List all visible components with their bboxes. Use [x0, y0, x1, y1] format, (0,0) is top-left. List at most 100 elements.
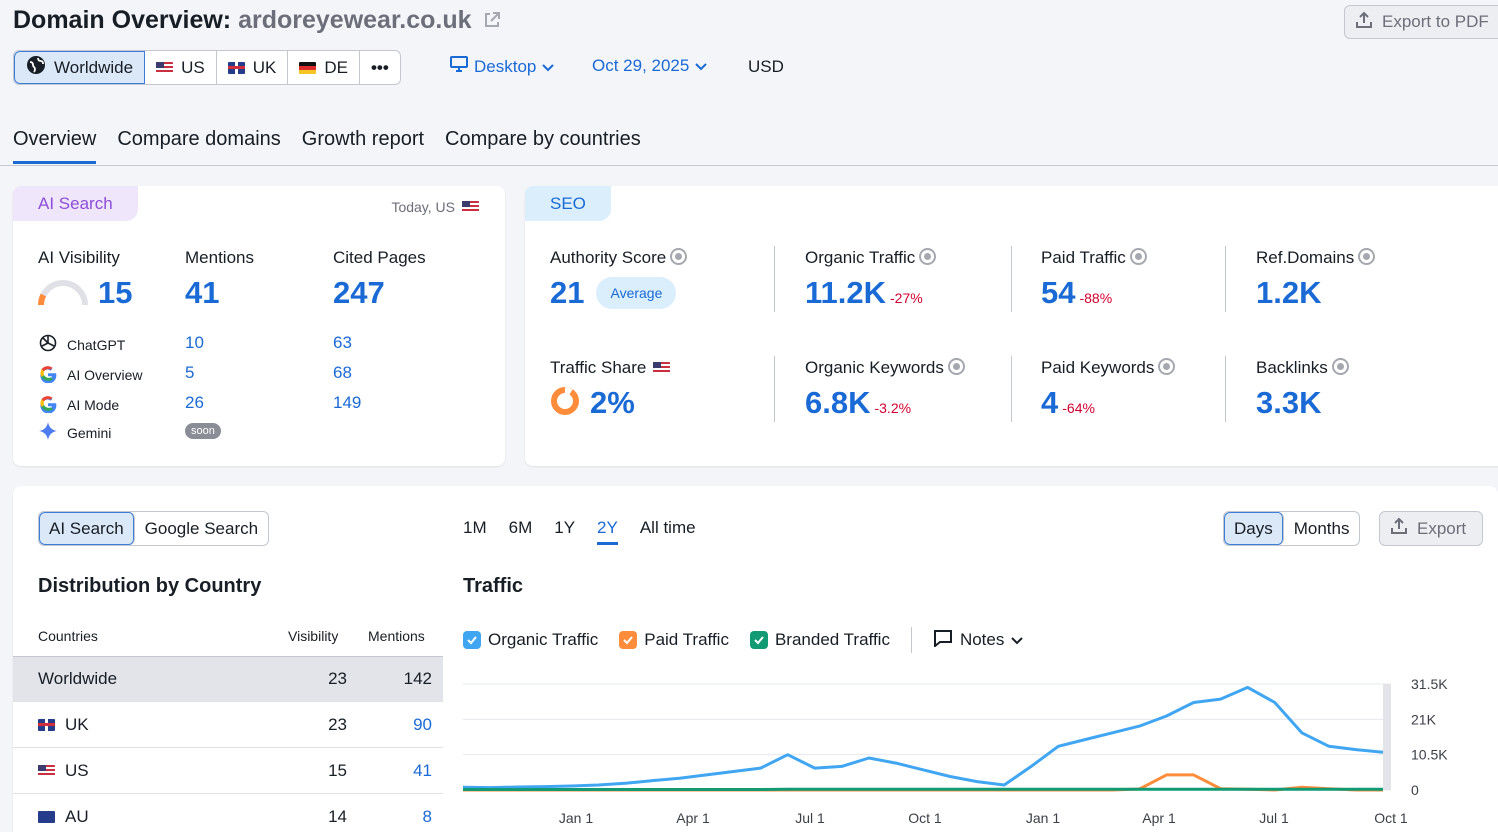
tab-compare-by-countries[interactable]: Compare by countries — [445, 128, 641, 150]
checkbox-checked-icon — [749, 631, 768, 649]
info-icon[interactable] — [1331, 358, 1349, 375]
toggle-days[interactable]: Days — [1224, 512, 1284, 545]
country-name: UK — [65, 714, 89, 734]
organic-traffic-value[interactable]: 11.2K — [805, 275, 887, 310]
ref-domains-value[interactable]: 1.2K — [1256, 275, 1322, 310]
ai-visibility-value[interactable]: 15 — [98, 275, 133, 310]
tab-compare-domains[interactable]: Compare domains — [117, 128, 281, 150]
uk-flag-icon — [227, 61, 245, 74]
region-label: Worldwide — [54, 57, 134, 77]
domain-name[interactable]: ardoreyewear.co.uk — [238, 6, 472, 34]
range-handle[interactable] — [1383, 684, 1391, 790]
ai-search-tag: AI Search — [13, 186, 138, 221]
legend-branded-traffic[interactable]: Branded Traffic — [749, 630, 890, 650]
region-us[interactable]: US — [145, 51, 217, 84]
ai-overview-mentions[interactable]: 5 — [185, 363, 195, 382]
range-2y[interactable]: 2Y — [597, 518, 618, 545]
legend-organic-traffic[interactable]: Organic Traffic — [463, 630, 598, 650]
us-flag-icon — [38, 764, 55, 777]
ai-visibility-label: AI Visibility — [38, 248, 120, 267]
info-icon[interactable] — [670, 248, 688, 265]
authority-score-value[interactable]: 21 — [550, 275, 585, 310]
table-row[interactable]: Worldwide 23 142 — [13, 656, 443, 702]
table-row[interactable]: AU 14 8 — [13, 794, 443, 832]
paid-keywords-value[interactable]: 4 — [1041, 385, 1059, 420]
table-row[interactable]: US 15 41 — [13, 748, 443, 794]
source-name: AI Mode — [67, 396, 120, 413]
region-de[interactable]: DE — [288, 51, 360, 84]
cited-pages-label: Cited Pages — [333, 248, 426, 267]
tab-growth-report[interactable]: Growth report — [301, 128, 425, 150]
seo-card: SEO Authority Score 21 Average Organic T… — [525, 186, 1498, 466]
toggle-google-search[interactable]: Google Search — [144, 518, 259, 538]
chatgpt-icon — [38, 333, 58, 356]
authority-badge: Average — [596, 277, 677, 309]
checkbox-checked-icon — [463, 631, 481, 649]
country-mentions[interactable]: 90 — [413, 714, 432, 734]
seo-tag: SEO — [525, 186, 611, 221]
paid-traffic-value[interactable]: 54 — [1041, 275, 1076, 310]
export-button[interactable]: Export — [1379, 511, 1483, 546]
cited-pages-value[interactable]: 247 — [333, 275, 385, 310]
tab-overview[interactable]: Overview — [13, 128, 97, 164]
country-name: Worldwide — [38, 669, 118, 688]
country-name: US — [65, 760, 89, 780]
range-1m[interactable]: 1M — [463, 518, 487, 537]
divider — [774, 246, 775, 312]
toggle-ai-search[interactable]: AI Search — [39, 512, 135, 545]
external-link-icon[interactable] — [483, 7, 501, 36]
series-line-organic-traffic[interactable] — [463, 685, 1384, 790]
country-mentions[interactable]: 8 — [422, 806, 432, 826]
organic-keywords-value[interactable]: 6.8K — [805, 385, 871, 420]
ai-search-card: AI Search Today, US AI Visibility Mentio… — [13, 186, 505, 466]
organic-traffic-delta: -27% — [890, 290, 923, 306]
organic-traffic: 11.2K -27% — [805, 275, 923, 311]
country-mentions[interactable]: 41 — [413, 760, 432, 780]
uk-flag-icon — [38, 718, 55, 731]
soon-badge: soon — [185, 423, 221, 439]
legend-paid-traffic[interactable]: Paid Traffic — [619, 630, 729, 650]
device-dropdown[interactable]: Desktop — [450, 56, 555, 77]
y-tick-label: 10.5K — [1411, 747, 1448, 763]
paid-traffic-label: Paid Traffic — [1041, 248, 1147, 268]
region-uk[interactable]: UK — [217, 51, 289, 84]
upload-icon — [1355, 11, 1373, 34]
legend-label: Branded Traffic — [774, 630, 890, 649]
au-flag-icon — [38, 810, 55, 823]
table-row[interactable]: UK 23 90 — [13, 702, 443, 748]
chatgpt-mentions[interactable]: 10 — [185, 333, 204, 352]
region-worldwide[interactable]: Worldwide — [14, 51, 146, 84]
country-visibility: 23 — [328, 669, 347, 688]
date-dropdown[interactable]: Oct 29, 2025 — [592, 56, 708, 76]
ai-overview-cited[interactable]: 68 — [333, 363, 352, 382]
info-icon[interactable] — [1129, 248, 1147, 265]
info-icon[interactable] — [947, 358, 965, 375]
notes-dropdown[interactable]: Notes — [933, 629, 1024, 652]
toggle-months[interactable]: Months — [1293, 518, 1350, 538]
info-icon[interactable] — [1358, 248, 1376, 265]
ai-mode-mentions[interactable]: 26 — [185, 393, 204, 412]
chevron-down-icon — [695, 56, 708, 76]
traffic-share-value[interactable]: 2% — [590, 385, 635, 420]
ai-mode-cited[interactable]: 149 — [333, 393, 362, 412]
region-label: UK — [252, 57, 277, 77]
divider — [774, 356, 775, 422]
range-6m[interactable]: 6M — [508, 518, 533, 537]
region-label: DE — [324, 57, 348, 77]
region-more-button[interactable]: ••• — [360, 51, 400, 84]
info-icon[interactable] — [919, 248, 937, 265]
backlinks-value[interactable]: 3.3K — [1256, 385, 1322, 420]
legend-label: Paid Traffic — [644, 630, 729, 649]
traffic-chart[interactable]: 31.5K 21K 10.5K 0 Jan 1 Apr 1 Jul 1 Oct 1 Jan 1 A… — [463, 670, 1493, 832]
chatgpt-cited[interactable]: 63 — [333, 333, 352, 352]
range-all-time[interactable]: All time — [639, 518, 696, 537]
region-label: US — [181, 57, 205, 77]
mentions-value[interactable]: 41 — [185, 275, 220, 310]
info-icon[interactable] — [1158, 358, 1176, 375]
distribution-title: Distribution by Country — [38, 575, 262, 597]
traffic-share: 2% — [550, 385, 635, 421]
export-pdf-button[interactable]: Export to PDF — [1344, 5, 1498, 39]
x-tick-label: Oct 1 — [908, 810, 942, 826]
col-visibility: Visibility — [288, 628, 339, 644]
range-1y[interactable]: 1Y — [554, 518, 576, 537]
